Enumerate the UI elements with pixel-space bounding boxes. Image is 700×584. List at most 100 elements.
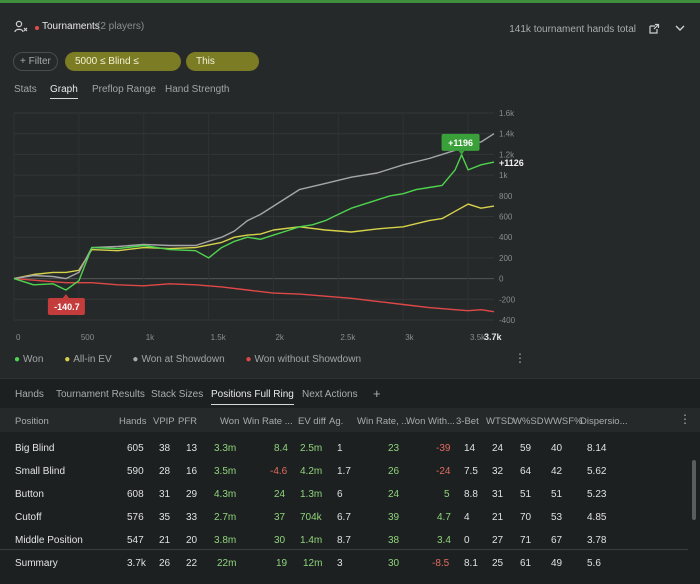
players-count: (2 players) bbox=[97, 21, 145, 32]
tab-preflop-range[interactable]: Preflop Range bbox=[92, 84, 156, 95]
cell-ev-diff: 4.2m bbox=[300, 466, 323, 477]
cell-win-rate: -4.6 bbox=[270, 466, 288, 477]
chevron-down-icon[interactable] bbox=[673, 21, 687, 35]
summary-row: Summary 3.7k 26 22 22m 19 12m 3 30 -8.5 … bbox=[0, 552, 688, 575]
col-w-sd[interactable]: W%SD bbox=[513, 416, 544, 427]
cell-win-rate-2: 23 bbox=[388, 443, 400, 454]
legend-item-won-at-showdown[interactable]: ● Won at Showdown bbox=[132, 354, 225, 365]
x-tick-label: 500 bbox=[81, 333, 95, 342]
col-hands[interactable]: Hands bbox=[119, 416, 147, 427]
open-external-icon[interactable] bbox=[648, 23, 660, 35]
table-header: Position Hands VPIP PFR Won Win Rate ...… bbox=[0, 408, 700, 432]
cell-win-rate: 19 bbox=[276, 558, 288, 569]
series-line-all-in-ev bbox=[13, 203, 495, 280]
cell-wwsf: 49 bbox=[551, 558, 563, 569]
cell-wtsd: 31 bbox=[492, 489, 504, 500]
cell-dispersion: 3.78 bbox=[587, 535, 607, 546]
min-annotation-box bbox=[47, 297, 85, 315]
col-ev-diff[interactable]: EV diff bbox=[298, 416, 326, 427]
tab-next-actions[interactable]: Next Actions bbox=[302, 389, 358, 400]
x-tick-label: 2.5k bbox=[340, 333, 356, 342]
cell-3-bet: 7.5 bbox=[464, 466, 478, 477]
table-scrollbar[interactable] bbox=[692, 460, 696, 520]
col-won-with[interactable]: Won With... bbox=[406, 416, 455, 427]
chart-menu-icon[interactable]: ⋮ bbox=[514, 351, 526, 365]
cell-hands: 3.7k bbox=[127, 558, 146, 569]
table-row[interactable]: Big Blind 605 38 13 3.3m 8.4 2.5m 1 23 -… bbox=[0, 437, 688, 460]
table-row[interactable]: Cutoff 576 35 33 2.7m 37 704k 6.7 39 4.7… bbox=[0, 506, 688, 529]
tab-graph[interactable]: Graph bbox=[50, 84, 78, 99]
y-tick-label: 200 bbox=[499, 254, 513, 263]
cell-ag: 8.7 bbox=[337, 535, 351, 546]
cell-w-sd: 70 bbox=[520, 512, 532, 523]
y-tick-label: 800 bbox=[499, 192, 513, 201]
col-won[interactable]: Won bbox=[220, 416, 240, 427]
cell-win-rate-2: 39 bbox=[388, 512, 400, 523]
x-tick-label: 2k bbox=[275, 333, 284, 342]
tab-stats[interactable]: Stats bbox=[14, 84, 37, 95]
cell-w-sd: 51 bbox=[520, 489, 532, 500]
col-pfr[interactable]: PFR bbox=[178, 416, 197, 427]
legend-item-all-in-ev[interactable]: ● All-in EV bbox=[64, 354, 112, 365]
players-icon[interactable] bbox=[14, 20, 28, 34]
tab-positions-full-ring[interactable]: Positions Full Ring bbox=[211, 389, 294, 405]
col-wtsd[interactable]: WTSD bbox=[486, 416, 514, 427]
cell-dispersion: 5.23 bbox=[587, 489, 607, 500]
cell-won-with: -39 bbox=[436, 443, 451, 454]
cell-pfr: 20 bbox=[186, 535, 198, 546]
cell-win-rate: 30 bbox=[274, 535, 286, 546]
series-line-won-at-showdown bbox=[13, 133, 495, 280]
filter-chip-blind[interactable]: 5000 ≤ Blind ≤ 50000✕ bbox=[65, 52, 181, 86]
x-tick-label: 1.5k bbox=[211, 333, 227, 342]
cell-wwsf: 40 bbox=[551, 443, 563, 454]
cell-pfr: 13 bbox=[186, 443, 198, 454]
end-value-label: +1126 bbox=[499, 158, 524, 168]
cell-position: Middle Position bbox=[15, 535, 83, 546]
add-tab-button[interactable]: + bbox=[373, 386, 381, 401]
series-line-won bbox=[13, 154, 495, 291]
cell-wtsd: 25 bbox=[492, 558, 504, 569]
add-filter-button[interactable]: + Filter bbox=[13, 52, 58, 71]
cell-win-rate: 8.4 bbox=[274, 443, 288, 454]
col-dispersion[interactable]: Dispersio... bbox=[580, 416, 628, 427]
col-position[interactable]: Position bbox=[15, 416, 49, 427]
cell-won: 2.7m bbox=[214, 512, 237, 523]
col-3-bet[interactable]: 3-Bet bbox=[456, 416, 479, 427]
cell-wwsf: 51 bbox=[551, 489, 563, 500]
max-annotation-box bbox=[441, 133, 480, 151]
cell-w-sd: 71 bbox=[520, 535, 532, 546]
table-row[interactable]: Middle Position 547 21 20 3.8m 30 1.4m 8… bbox=[0, 529, 688, 552]
tab-stack-sizes[interactable]: Stack Sizes bbox=[151, 389, 204, 400]
col-vpip[interactable]: VPIP bbox=[153, 416, 175, 427]
tab-tournament-results[interactable]: Tournament Results bbox=[56, 389, 145, 400]
col-wwsf[interactable]: WWSF% bbox=[544, 416, 583, 427]
cell-dispersion: 8.14 bbox=[587, 443, 607, 454]
cell-won: 3.3m bbox=[214, 443, 237, 454]
col-win-rate-2[interactable]: Win Rate, ... bbox=[357, 416, 410, 427]
view-tabs: Stats Graph Preflop Range Hand Strength bbox=[0, 75, 700, 103]
table-row[interactable]: Small Blind 590 28 16 3.5m -4.6 4.2m 1.7… bbox=[0, 460, 688, 483]
cell-hands: 547 bbox=[127, 535, 144, 546]
positions-table: Big Blind 605 38 13 3.3m 8.4 2.5m 1 23 -… bbox=[0, 432, 700, 584]
cell-position: Small Blind bbox=[15, 466, 66, 477]
col-ag[interactable]: Ag. bbox=[329, 416, 344, 427]
table-menu-icon[interactable]: ⋮ bbox=[679, 412, 691, 426]
cell-hands: 605 bbox=[127, 443, 144, 454]
cell-ag: 1.7 bbox=[337, 466, 351, 477]
filter-chip-month[interactable]: This Month✕ bbox=[186, 52, 259, 86]
legend-item-won[interactable]: ● Won bbox=[14, 354, 44, 365]
winnings-chart[interactable]: 1.6k 1.4k 1.2k 1k 800 600 400 200 0 -200 -400 0 500 1… bbox=[0, 103, 700, 353]
tab-hand-strength[interactable]: Hand Strength bbox=[165, 84, 230, 95]
cell-ag: 6.7 bbox=[337, 512, 351, 523]
col-win-rate[interactable]: Win Rate ... bbox=[243, 416, 293, 427]
cell-wwsf: 67 bbox=[551, 535, 563, 546]
tab-hands[interactable]: Hands bbox=[15, 389, 44, 400]
y-tick-label: 600 bbox=[499, 213, 513, 222]
cell-wtsd: 21 bbox=[492, 512, 504, 523]
cell-w-sd: 61 bbox=[520, 558, 532, 569]
legend-item-won-without-showdown[interactable]: ● Won without Showdown bbox=[245, 354, 362, 365]
table-row[interactable]: Button 608 31 29 4.3m 24 1.3m 6 24 5 8.8… bbox=[0, 483, 688, 506]
cell-won: 3.8m bbox=[214, 535, 237, 546]
max-annotation-pointer bbox=[458, 150, 465, 155]
y-tick-label: -400 bbox=[499, 316, 516, 325]
